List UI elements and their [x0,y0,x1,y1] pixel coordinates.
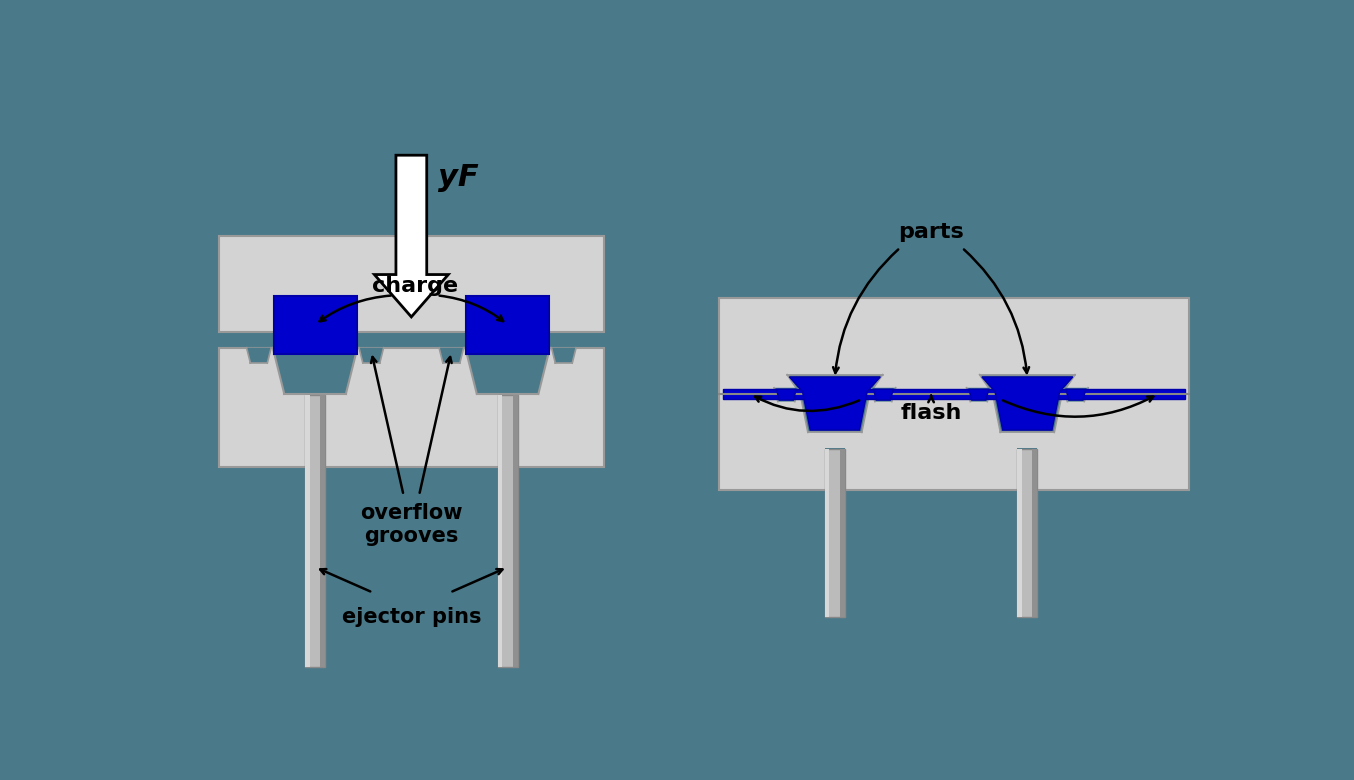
Polygon shape [1066,389,1086,400]
Bar [274,296,356,354]
Polygon shape [979,374,1075,394]
Polygon shape [789,377,880,430]
Bar [497,398,517,467]
Text: flash: flash [900,403,961,423]
Bar [466,296,550,354]
Text: parts: parts [898,222,964,243]
Bar [1017,449,1037,617]
Polygon shape [359,348,383,363]
Text: overflow
grooves: overflow grooves [360,503,463,547]
Bar [305,395,325,667]
Bar [1017,449,1022,617]
Polygon shape [280,303,349,332]
Polygon shape [967,388,991,402]
Polygon shape [1063,388,1089,402]
Polygon shape [466,348,550,394]
Bar [497,395,517,667]
Text: charge: charge [372,276,458,296]
Bar [305,398,325,467]
Polygon shape [969,389,988,400]
Text: yF: yF [439,163,479,192]
Bar [1017,448,1037,490]
Bar [825,449,845,617]
Polygon shape [551,348,575,363]
Bar [719,298,1189,490]
Polygon shape [871,388,895,402]
Bar [825,448,845,490]
Polygon shape [272,348,357,394]
Text: ejector pins: ejector pins [341,607,481,627]
Polygon shape [982,377,1072,430]
Polygon shape [776,389,796,400]
Bar [320,395,325,667]
Bar [219,236,604,332]
Polygon shape [800,394,869,432]
Bar [305,395,310,667]
Polygon shape [439,348,463,363]
Bar [839,449,845,617]
Polygon shape [374,155,448,317]
Bar [1032,449,1037,617]
Polygon shape [774,388,799,402]
Bar [497,395,502,667]
Polygon shape [473,303,542,332]
Polygon shape [246,348,271,363]
Polygon shape [873,389,894,400]
Bar [825,449,830,617]
Polygon shape [992,394,1062,432]
Bar [219,348,604,467]
Bar [723,389,1185,399]
Polygon shape [787,374,883,394]
Bar [513,395,517,667]
